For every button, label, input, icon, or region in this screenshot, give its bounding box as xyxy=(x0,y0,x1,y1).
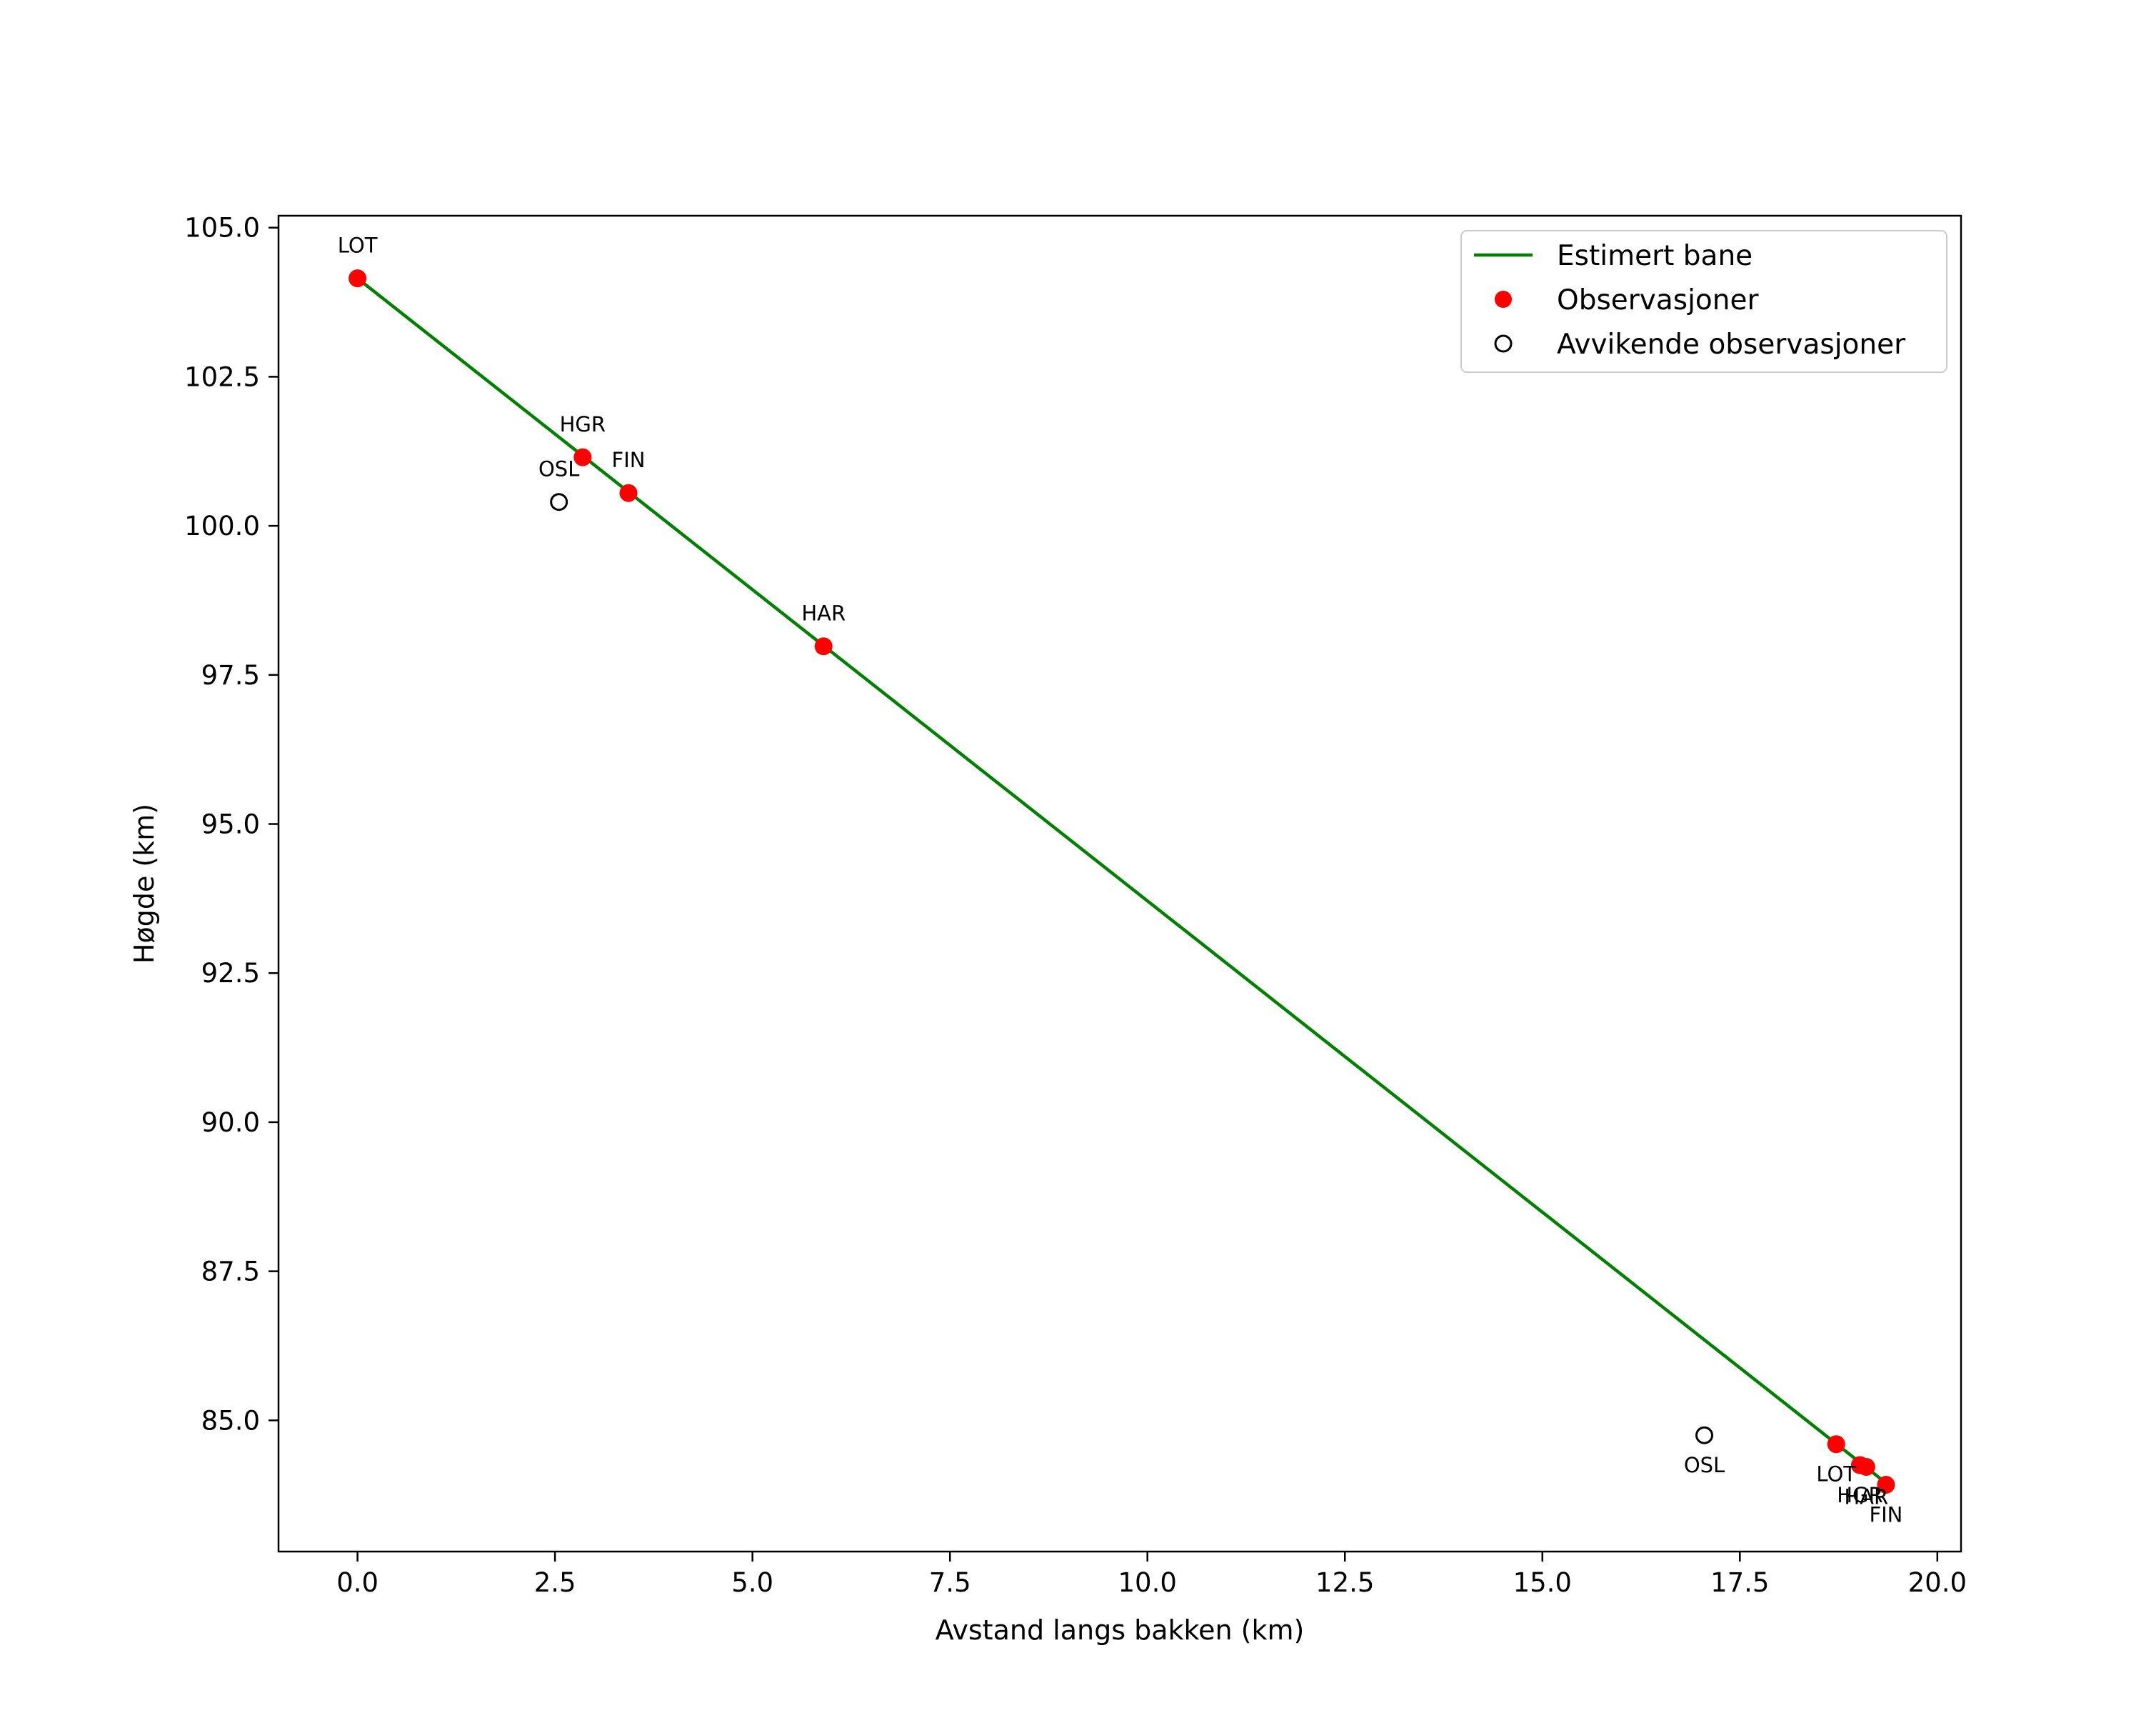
ticks-layer: 0.0 2.5 5.0 7.5 10.0 12.5 15.0 17.5 20.0 85.0 87.5… xyxy=(184,213,1967,1598)
x-tick-label: 10.0 xyxy=(1118,1567,1177,1598)
observasjon-label: HAR xyxy=(1844,1484,1888,1509)
avvikende-observasjon-label: OSL xyxy=(538,457,579,481)
observasjon-label: FIN xyxy=(1869,1503,1902,1527)
x-tick-label: 2.5 xyxy=(534,1567,576,1598)
legend-dot-swatch xyxy=(1495,291,1512,308)
legend-label-observasjoner: Observasjoner xyxy=(1557,284,1760,316)
y-tick-label: 100.0 xyxy=(184,511,260,541)
estimert-bane-line xyxy=(356,276,1887,1484)
y-tick-label: 90.0 xyxy=(201,1107,260,1138)
x-tick-label: 20.0 xyxy=(1908,1567,1967,1598)
observasjon-label: HGR xyxy=(560,412,606,436)
avvikende-observasjon-point xyxy=(550,493,568,511)
y-tick-label: 95.0 xyxy=(201,809,260,840)
avvikende-observasjon-label: OSL xyxy=(1684,1453,1725,1477)
x-axis-title: Avstand langs bakken (km) xyxy=(936,1614,1305,1646)
y-tick-label: 92.5 xyxy=(201,958,260,989)
plot-frame xyxy=(277,214,1962,1553)
legend-label-avvikende: Avvikende observasjoner xyxy=(1557,329,1906,361)
observasjon-label: FIN xyxy=(612,448,646,472)
observasjon-point xyxy=(573,448,592,466)
observasjon-point xyxy=(814,637,833,656)
avvikende-observasjon-point xyxy=(1695,1426,1714,1444)
observasjon-point xyxy=(1877,1476,1895,1494)
y-tick-label: 85.0 xyxy=(201,1405,260,1436)
observasjon-label: HGR xyxy=(1837,1483,1882,1507)
y-axis-title: Høgde (km) xyxy=(129,804,160,964)
legend: Estimert bane Observasjoner Avvikende ob… xyxy=(1460,230,1947,373)
y-tick-label: 97.5 xyxy=(201,660,260,691)
y-tick-label: 87.5 xyxy=(201,1257,260,1287)
series-layer xyxy=(349,269,1895,1494)
legend-ring-swatch xyxy=(1494,334,1513,353)
observasjon-label: LOT xyxy=(1816,1462,1856,1487)
observasjon-point xyxy=(1857,1457,1875,1476)
observasjon-label: HAR xyxy=(801,601,846,626)
x-tick-label: 12.5 xyxy=(1315,1567,1374,1598)
observasjon-label: LOT xyxy=(338,234,378,258)
observasjon-point xyxy=(349,269,367,288)
y-tick-label: 102.5 xyxy=(184,361,260,392)
observasjon-point xyxy=(1827,1435,1845,1454)
y-tick-label: 105.0 xyxy=(184,213,260,244)
observasjon-point xyxy=(619,484,638,502)
legend-box xyxy=(1460,230,1947,373)
x-tick-label: 17.5 xyxy=(1710,1567,1769,1598)
x-tick-label: 7.5 xyxy=(929,1567,971,1598)
legend-label-estimert-bane: Estimert bane xyxy=(1557,240,1753,272)
x-tick-label: 5.0 xyxy=(731,1567,773,1598)
x-tick-label: 0.0 xyxy=(336,1567,378,1598)
x-tick-label: 15.0 xyxy=(1513,1567,1572,1598)
